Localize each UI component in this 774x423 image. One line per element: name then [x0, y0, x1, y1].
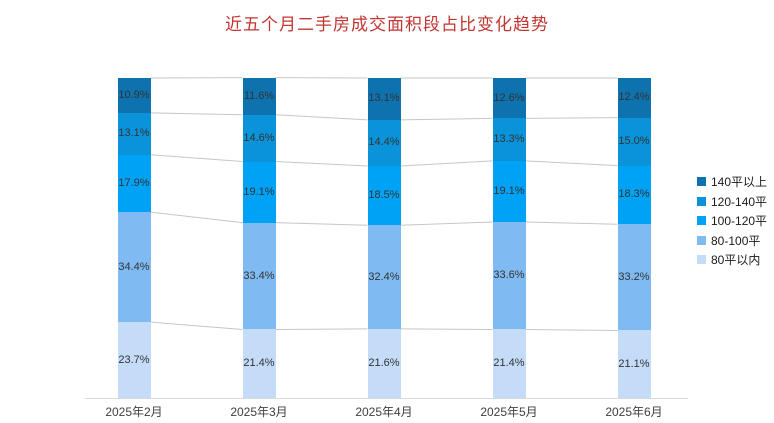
legend-marker: [697, 235, 706, 245]
bar-column-2025年5月: 12.6% 13.3% 19.1% 33.6% 21.4%: [492, 78, 526, 398]
bar-segment: 17.9%: [117, 154, 151, 213]
legend-label: 80-100平: [711, 233, 761, 248]
bar-segment: 33.2%: [617, 224, 651, 331]
bar-segment-label: 33.2%: [618, 270, 650, 283]
bar-segment-label: 11.6%: [243, 89, 275, 102]
bar-column-2025年2月: 10.9% 13.1% 17.9% 34.4% 23.7%: [117, 78, 151, 398]
legend-marker: [697, 196, 706, 206]
bar-segment-label: 18.3%: [618, 188, 650, 201]
legend-item: 80平以内: [697, 250, 767, 270]
legend: 140平以上 120-140平 100-120平 80-100平 80平以内: [697, 172, 767, 270]
bar-segment: 10.9%: [117, 78, 151, 113]
bar-segment: 13.1%: [367, 78, 401, 120]
legend-item: 100-120平: [697, 211, 767, 231]
bar-segment: 19.1%: [492, 160, 526, 222]
x-axis-label: 2025年3月: [230, 405, 288, 419]
bar-segment-label: 10.9%: [118, 88, 150, 101]
bar-segment-label: 13.1%: [368, 92, 400, 105]
bar-segment-label: 23.7%: [118, 353, 150, 366]
legend-item: 80-100平: [697, 231, 767, 251]
x-axis-label: 2025年6月: [605, 405, 663, 419]
bar-segment-label: 21.6%: [368, 356, 400, 369]
bar-segment: 14.6%: [242, 114, 276, 162]
bar-segment: 21.6%: [367, 328, 401, 398]
x-axis-line: [85, 398, 688, 399]
legend-item: 120-140平: [697, 192, 767, 212]
bar-segment: 33.6%: [492, 221, 526, 330]
bar-segment: 21.1%: [617, 330, 651, 398]
bar-segment: 33.4%: [242, 222, 276, 330]
bar-segment: 18.3%: [617, 165, 651, 225]
bar-segment: 15.0%: [617, 117, 651, 166]
legend-item: 140平以上: [697, 172, 767, 192]
bar-segment: 13.3%: [492, 118, 526, 161]
bar-segment-label: 19.1%: [493, 184, 525, 197]
bar-segment: 32.4%: [367, 225, 401, 329]
x-axis-label: 2025年5月: [480, 405, 538, 419]
bar-segment-label: 12.6%: [493, 91, 525, 104]
bar-column-2025年6月: 12.4% 15.0% 18.3% 33.2% 21.1%: [617, 78, 651, 398]
bar-segment: 18.5%: [367, 165, 401, 226]
legend-label: 100-120平: [711, 214, 768, 229]
bar-segment: 11.6%: [242, 77, 276, 115]
legend-marker: [697, 177, 706, 187]
legend-label: 140平以上: [711, 175, 768, 190]
bar-segment-label: 21.4%: [493, 357, 525, 370]
bar-segment: 12.6%: [492, 78, 526, 119]
bar-column-2025年3月: 11.6% 14.6% 19.1% 33.4% 21.4%: [242, 77, 276, 398]
bar-segment: 13.1%: [117, 112, 151, 155]
legend-label: 120-140平: [711, 194, 768, 209]
bar-segment-label: 21.4%: [243, 357, 275, 370]
bar-segment: 19.1%: [242, 161, 276, 223]
bar-segment-label: 32.4%: [368, 270, 400, 283]
bar-segment-label: 34.4%: [118, 260, 150, 273]
bar-segment-label: 33.6%: [493, 269, 525, 282]
bar-segment-label: 14.4%: [368, 136, 400, 149]
x-axis-label: 2025年4月: [355, 405, 413, 419]
legend-label: 80平以内: [711, 253, 761, 268]
bar-segment: 21.4%: [492, 329, 526, 398]
bar-segment-label: 14.6%: [243, 131, 275, 144]
bar-segment-label: 33.4%: [243, 269, 275, 282]
legend-marker: [697, 255, 706, 265]
chart-title: 近五个月二手房成交面积段占比变化趋势: [225, 15, 549, 34]
bar-column-2025年4月: 13.1% 14.4% 18.5% 32.4% 21.6%: [367, 78, 401, 398]
bar-segment: 14.4%: [367, 119, 401, 166]
bar-segment-label: 12.4%: [618, 91, 650, 104]
bar-segment: 21.4%: [242, 329, 276, 398]
bar-segment-label: 15.0%: [618, 135, 650, 148]
x-axis-label: 2025年2月: [105, 405, 163, 419]
bar-segment-label: 13.3%: [493, 133, 525, 146]
bar-segment-label: 19.1%: [243, 185, 275, 198]
bar-segment-label: 13.1%: [118, 127, 150, 140]
bar-segment-label: 21.1%: [618, 357, 650, 370]
bar-segment: 12.4%: [617, 78, 651, 118]
bar-segment: 34.4%: [117, 212, 151, 323]
bar-segment-label: 17.9%: [118, 176, 150, 189]
bar-segment-label: 18.5%: [368, 189, 400, 202]
bar-segment: 23.7%: [117, 322, 151, 398]
legend-marker: [697, 216, 706, 226]
